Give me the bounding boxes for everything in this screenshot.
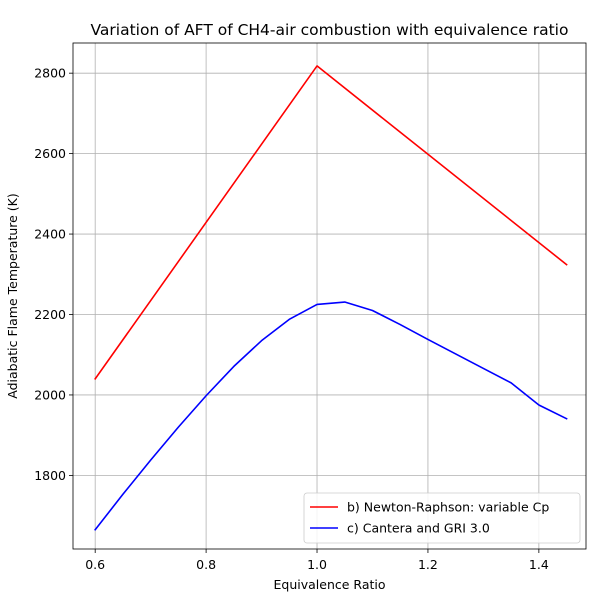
plot-frame	[72, 42, 587, 550]
x-tick-label: 1.2	[418, 557, 438, 572]
y-tick-label: 2400	[34, 227, 66, 242]
series-line-1	[94, 65, 568, 380]
x-tick-label: 0.6	[85, 557, 105, 572]
axis-ticks: 0.6 0.8 1.0 1.2 1.4 1800 2000 2200 2400 2600 2800	[34, 66, 549, 572]
chart-title: Variation of AFT of CH4-air combustion w…	[91, 21, 569, 39]
x-tick-label: 0.8	[196, 557, 216, 572]
legend-box	[303, 492, 581, 544]
legend-entry: c) Cantera and GRI 3.0	[347, 521, 490, 536]
y-tick-label: 2000	[34, 387, 66, 402]
series-line-2	[94, 301, 568, 531]
y-axis-label: Adiabatic Flame Temperature (K)	[5, 193, 20, 398]
y-tick-label: 1800	[34, 468, 66, 483]
series-layer	[94, 65, 568, 531]
x-tick-label: 1.0	[307, 557, 327, 572]
grid-lines	[73, 43, 586, 549]
y-tick-label: 2200	[34, 307, 66, 322]
y-tick-label: 2600	[34, 146, 66, 161]
legend: b) Newton-Raphson: variable Cp c) Cantera…	[303, 492, 581, 544]
y-tick-label: 2800	[34, 66, 66, 81]
legend-entry: b) Newton-Raphson: variable Cp	[347, 500, 549, 515]
x-tick-label: 1.4	[529, 557, 549, 572]
x-axis-label: Equivalence Ratio	[274, 577, 386, 592]
